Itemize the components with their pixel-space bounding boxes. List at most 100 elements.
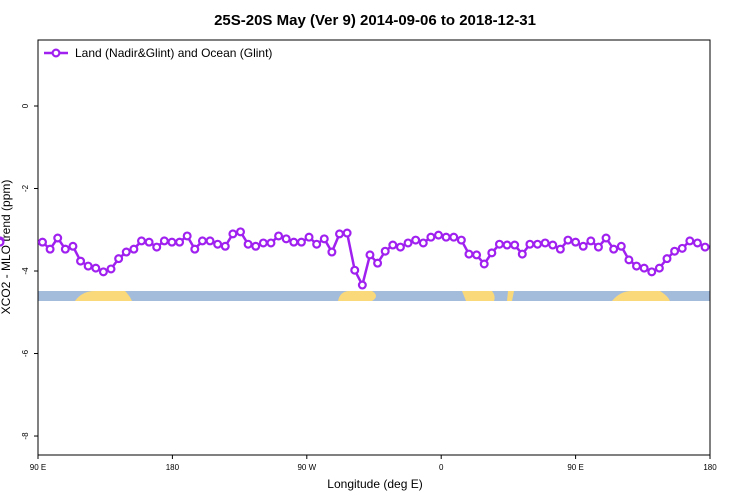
point	[342, 228, 352, 238]
y-tick-label: 0	[21, 103, 30, 108]
point	[434, 230, 444, 240]
point	[182, 231, 192, 241]
point	[296, 237, 306, 247]
point	[616, 241, 626, 251]
point	[197, 236, 207, 246]
point	[304, 232, 314, 242]
point	[235, 227, 245, 237]
point	[167, 237, 177, 247]
point	[289, 237, 299, 247]
x-tick-label: 90 E	[567, 463, 583, 472]
point	[639, 263, 649, 273]
point	[159, 236, 169, 246]
point	[373, 258, 383, 268]
point	[403, 238, 413, 248]
point	[114, 254, 124, 264]
point	[700, 242, 710, 252]
point	[175, 237, 185, 247]
point	[624, 255, 634, 265]
point	[205, 236, 215, 246]
point	[312, 239, 322, 249]
point	[319, 234, 329, 244]
point	[472, 250, 482, 260]
point	[357, 280, 367, 290]
point	[144, 237, 154, 247]
point	[335, 229, 345, 239]
point	[510, 240, 520, 250]
chart-title: 25S-20S May (Ver 9) 2014-09-06 to 2018-1…	[214, 12, 536, 29]
x-tick-label: 90 E	[30, 463, 46, 472]
point	[274, 231, 284, 241]
x-tick-label: 180	[703, 463, 717, 472]
point	[388, 240, 398, 250]
point	[464, 249, 474, 259]
point	[692, 238, 702, 248]
y-tick-label: -4	[21, 267, 30, 275]
point	[152, 242, 162, 252]
y-tick-label: -8	[21, 432, 30, 440]
y-tick-label: -2	[21, 184, 30, 192]
point	[563, 235, 573, 245]
point	[540, 238, 550, 248]
point	[121, 247, 131, 257]
point	[487, 248, 497, 258]
point	[632, 261, 642, 271]
point	[53, 233, 63, 243]
point	[251, 241, 261, 251]
point	[83, 261, 93, 271]
point	[654, 263, 664, 273]
point	[281, 234, 291, 244]
point	[494, 239, 504, 249]
point	[350, 265, 360, 275]
point	[441, 232, 451, 242]
point	[258, 238, 268, 248]
point	[76, 256, 86, 266]
point	[0, 237, 5, 247]
point	[426, 232, 436, 242]
point	[502, 240, 512, 250]
point	[68, 241, 78, 251]
point	[129, 244, 139, 254]
point	[525, 239, 535, 249]
point	[266, 238, 276, 248]
map-strip	[38, 291, 710, 301]
point	[555, 244, 565, 254]
plot-frame	[37, 39, 711, 456]
x-tick-label: 90 W	[297, 463, 316, 472]
point	[571, 237, 581, 247]
point	[685, 236, 695, 246]
point	[586, 236, 596, 246]
point	[91, 263, 101, 273]
point	[418, 238, 428, 248]
point	[670, 246, 680, 256]
x-tick-label: 0	[439, 463, 444, 472]
point	[98, 267, 108, 277]
point	[479, 259, 489, 269]
point	[593, 242, 603, 252]
point	[601, 233, 611, 243]
point	[228, 229, 238, 239]
point	[365, 250, 375, 260]
point	[647, 267, 657, 277]
point	[578, 241, 588, 251]
point	[380, 246, 390, 256]
point	[517, 249, 527, 259]
point	[136, 236, 146, 246]
legend-label: Land (Nadir&Glint) and Ocean (Glint)	[75, 46, 272, 60]
point	[190, 244, 200, 254]
point	[609, 244, 619, 254]
point	[37, 237, 47, 247]
legend-marker	[51, 48, 61, 58]
point	[45, 244, 55, 254]
point	[449, 232, 459, 242]
x-axis-label: Longitude (deg E)	[327, 477, 422, 491]
point	[327, 247, 337, 257]
point	[213, 239, 223, 249]
x-tick-label: 180	[166, 463, 180, 472]
series-line	[41, 230, 706, 289]
point	[662, 254, 672, 264]
point	[60, 244, 70, 254]
point	[395, 242, 405, 252]
point	[243, 239, 253, 249]
